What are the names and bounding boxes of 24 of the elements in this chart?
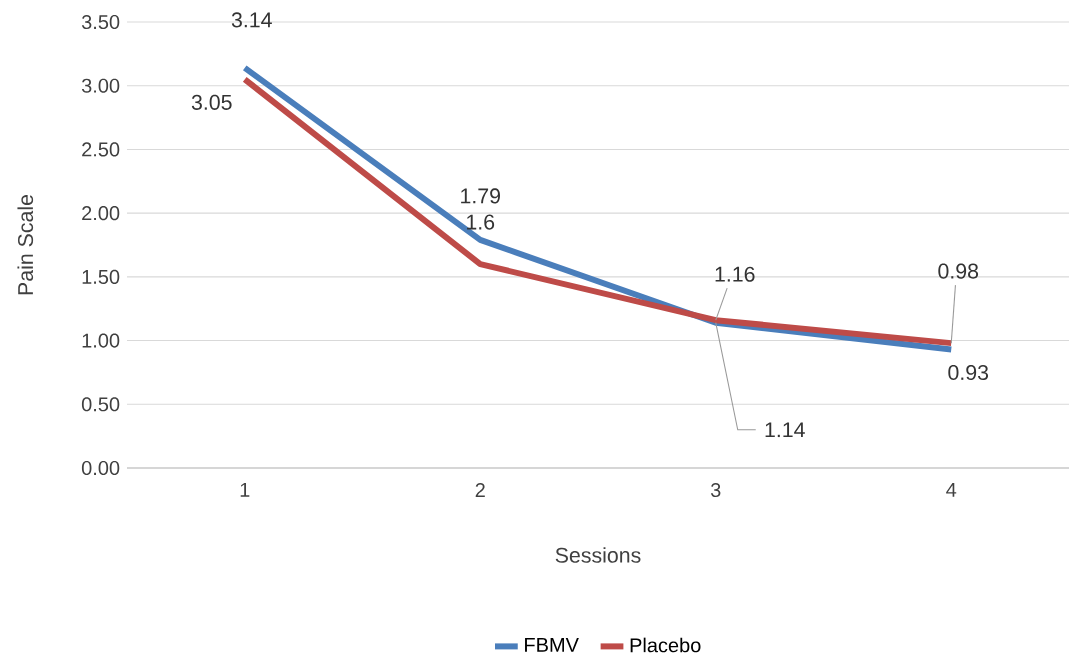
x-axis-title: Sessions bbox=[555, 546, 641, 563]
y-tick-label: 1.00 bbox=[82, 333, 120, 348]
x-tick-label: 4 bbox=[946, 482, 957, 497]
data-label: 1.79 bbox=[461, 188, 500, 204]
x-tick-label: 2 bbox=[475, 482, 485, 497]
y-axis-title: Pain Scale bbox=[17, 194, 34, 295]
y-tick-label: 3.50 bbox=[81, 14, 120, 29]
x-tick-label: 1 bbox=[240, 482, 250, 497]
data-label: 1.6 bbox=[467, 214, 495, 230]
y-tick-label: 0.50 bbox=[81, 396, 120, 412]
data-label: 3.05 bbox=[191, 94, 232, 110]
y-tick-label: 3.00 bbox=[81, 78, 120, 93]
data-label: 1.14 bbox=[765, 422, 805, 437]
data-label: 3.14 bbox=[231, 12, 272, 28]
y-tick-label: 1.50 bbox=[82, 269, 120, 284]
legend-label: FBMV bbox=[525, 637, 579, 652]
y-tick-label: 2.00 bbox=[82, 205, 120, 220]
y-tick-label: 0.00 bbox=[81, 460, 120, 475]
data-label: 1.16 bbox=[715, 266, 755, 282]
data-label: 0.93 bbox=[948, 364, 989, 380]
data-label: 0.98 bbox=[938, 263, 979, 279]
y-tick-label: 2.50 bbox=[82, 142, 120, 157]
legend-label: Placebo bbox=[630, 637, 701, 653]
x-tick-label: 3 bbox=[710, 482, 721, 497]
